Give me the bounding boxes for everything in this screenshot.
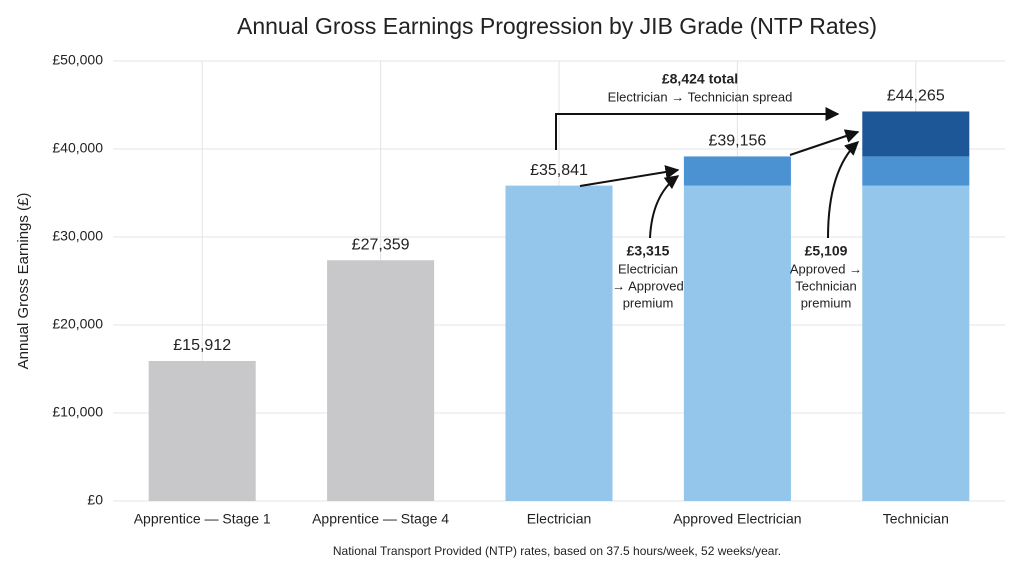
chart-title: Annual Gross Earnings Progression by JIB… bbox=[237, 13, 877, 39]
annotation-text: premium bbox=[623, 295, 674, 310]
total-label: £35,841 bbox=[530, 162, 588, 179]
bar-segment bbox=[862, 185, 970, 502]
annotation-value: £8,424 total bbox=[662, 71, 738, 87]
y-tick-label: £40,000 bbox=[52, 140, 103, 156]
labels: £0 £10,000 £20,000 £30,000 £40,000 £50,000 App… bbox=[52, 52, 948, 527]
bar-segment bbox=[327, 260, 435, 501]
arrow bbox=[827, 141, 860, 239]
arrow bbox=[579, 165, 680, 187]
annotation-text: Approved → bbox=[790, 261, 862, 276]
x-tick-label: Apprentice — Stage 1 bbox=[134, 511, 271, 527]
y-tick-label: £0 bbox=[87, 492, 103, 508]
annotation-text: → Approved bbox=[612, 278, 684, 293]
y-tick-label: £10,000 bbox=[52, 404, 103, 420]
arrows bbox=[555, 107, 860, 239]
annotation-text: Technician bbox=[795, 278, 856, 293]
bar-segment bbox=[862, 156, 970, 186]
annotation-text: Electrician → Technician spread bbox=[608, 89, 793, 104]
arrow bbox=[555, 107, 840, 150]
x-tick-label: Technician bbox=[883, 511, 949, 527]
bar-segment bbox=[683, 156, 791, 186]
total-label: £39,156 bbox=[708, 133, 766, 150]
annotation-value: £5,109 bbox=[805, 243, 848, 259]
x-tick-label: Apprentice — Stage 4 bbox=[312, 511, 449, 527]
footnote: National Transport Provided (NTP) rates,… bbox=[333, 544, 781, 558]
total-label: £15,912 bbox=[173, 337, 231, 354]
bar-segment bbox=[683, 185, 791, 502]
arrow bbox=[649, 175, 680, 239]
y-tick-label: £50,000 bbox=[52, 52, 103, 68]
total-label: £44,265 bbox=[887, 88, 945, 105]
arrow bbox=[789, 129, 860, 156]
bar-segment bbox=[862, 111, 970, 157]
bars bbox=[148, 111, 970, 502]
bar-segment bbox=[148, 360, 256, 501]
bar-segment bbox=[505, 185, 613, 502]
annotation-text: premium bbox=[801, 295, 852, 310]
x-tick-label: Approved Electrician bbox=[673, 511, 801, 527]
y-tick-label: £30,000 bbox=[52, 228, 103, 244]
y-tick-label: £20,000 bbox=[52, 316, 103, 332]
total-label: £27,359 bbox=[352, 236, 410, 253]
x-tick-label: Electrician bbox=[527, 511, 592, 527]
annotation-text: Electrician bbox=[618, 261, 678, 276]
y-axis-label: Annual Gross Earnings (£) bbox=[15, 193, 32, 370]
annotation-value: £3,315 bbox=[627, 243, 670, 259]
